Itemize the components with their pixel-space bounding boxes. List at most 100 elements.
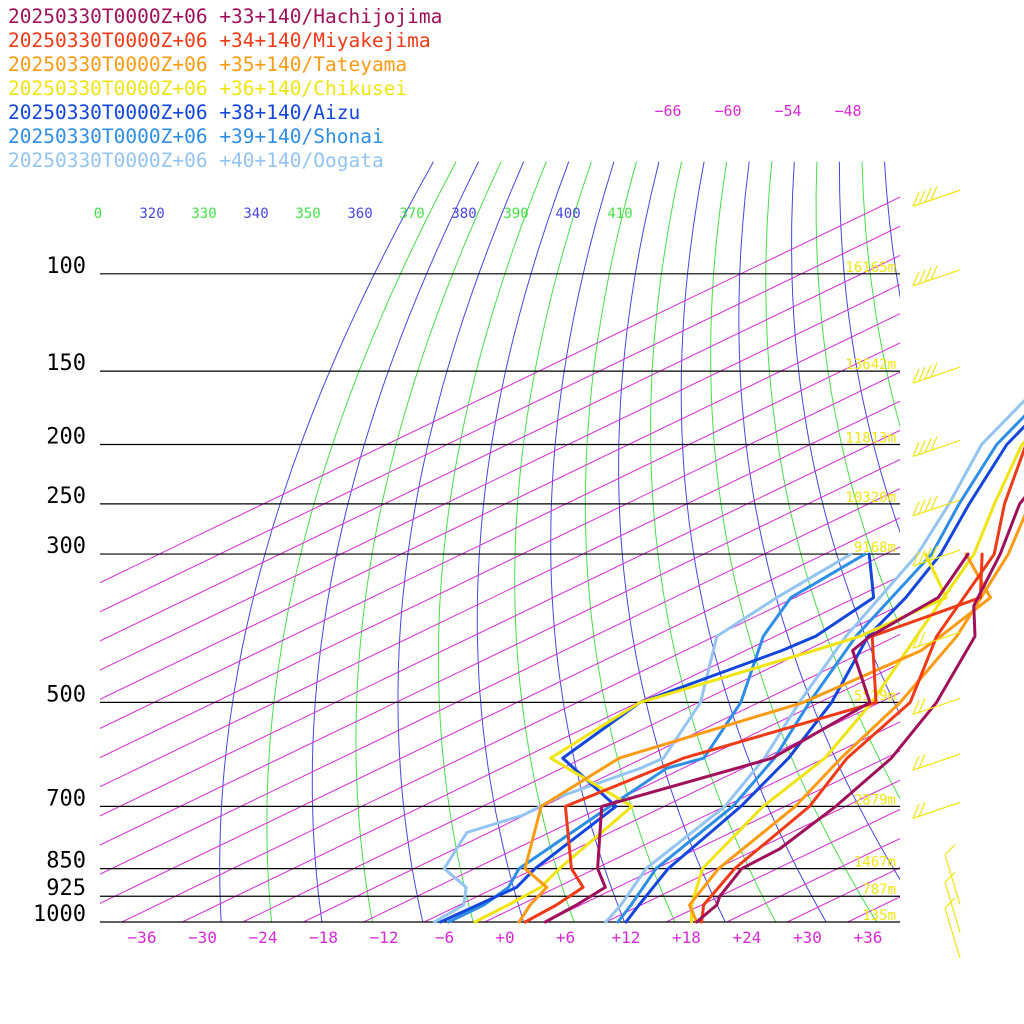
wind-barb-feather	[912, 755, 920, 771]
wind-barb-feather	[918, 440, 926, 455]
wind-barb-feather	[912, 192, 920, 207]
wind-barb-staff	[912, 499, 961, 517]
wind-barb-feather	[924, 497, 932, 513]
wind-barb-feather	[918, 698, 926, 713]
isotherm-line	[100, 225, 900, 613]
wind-barb	[944, 871, 961, 933]
temperature-tick-label: −36	[128, 928, 157, 947]
legend-entry: 20250330T0000Z+06 +34+140/Miyakejima	[8, 29, 431, 52]
pressure-tick-label: 925	[46, 876, 86, 901]
wind-barb-feather	[912, 633, 920, 649]
moist-adiabat-line	[680, 161, 827, 922]
isotherm-line	[484, 721, 900, 922]
series-temperature-line	[624, 424, 1024, 924]
wind-barb-staff	[944, 854, 961, 905]
series-temperature-line	[695, 496, 1024, 924]
isotherm-label: −54	[774, 102, 801, 120]
wind-barb-flag	[944, 871, 956, 883]
wind-barb-feather	[918, 802, 926, 817]
series-temperature-line	[604, 398, 1024, 924]
pressure-tick-label: 150	[46, 351, 86, 376]
dry-adiabat-line	[997, 162, 1024, 922]
wind-barb-feather	[912, 368, 920, 384]
wind-barb	[912, 631, 961, 649]
series-temperature-line	[700, 445, 1024, 924]
isotherm-line	[100, 313, 900, 700]
isotherm-line	[666, 808, 900, 922]
temperature-tick-label: +6	[556, 928, 575, 947]
theta-label: 390	[503, 206, 528, 222]
moist-adiabat-line	[476, 161, 570, 922]
legend-entry: 20250330T0000Z+06 +39+140/Shonai	[8, 125, 384, 148]
isotherm-line	[100, 371, 900, 759]
height-label: 10320m	[845, 490, 896, 506]
isotherm-line	[242, 604, 900, 922]
wind-barb-feather	[912, 700, 920, 715]
legend-entry: 20250330T0000Z+06 +40+140/Oogata	[8, 149, 384, 172]
isotherm-line	[100, 429, 900, 817]
temperature-tick-label: −6	[435, 928, 454, 947]
height-label: 11813m	[845, 430, 896, 446]
wind-barb	[944, 844, 961, 905]
wind-barb-feather	[918, 499, 926, 515]
wind-barb	[912, 545, 961, 567]
profiles	[432, 398, 1024, 924]
temperature-tick-label: +30	[793, 928, 822, 947]
pressure-tick-label: 850	[46, 849, 86, 874]
height-label: 135m	[862, 908, 896, 924]
height-label: 16165m	[845, 260, 896, 276]
moist-adiabat-line	[618, 161, 726, 922]
moist-adiabat-line	[791, 161, 900, 716]
pressure-tick-label: 250	[46, 484, 86, 509]
wind-barb	[944, 897, 961, 959]
dry-adiabat-line	[765, 161, 900, 800]
legend-entry: 20250330T0000Z+06 +38+140/Aizu	[8, 101, 361, 124]
series-dewpoint-line	[517, 552, 992, 924]
isotherm-line	[182, 575, 900, 922]
series-dewpoint-line	[473, 552, 948, 924]
dry-adiabat-line	[355, 161, 502, 922]
moist-adiabat-line	[975, 162, 1024, 922]
series-dewpoint-line	[543, 552, 970, 924]
theta-label: 360	[347, 206, 372, 222]
temperature-tick-label: +18	[672, 928, 701, 947]
pressure-tick-label: 1000	[33, 902, 86, 927]
height-label: 9168m	[854, 540, 896, 556]
wind-barb-feather	[918, 269, 926, 285]
temperature-tick-label: +36	[854, 928, 883, 947]
dry-adiabat-line	[815, 161, 900, 628]
isotherm-line	[100, 196, 900, 584]
wind-barb-staff	[912, 366, 961, 384]
chart-legend: 20250330T0000Z+06 +33+140/Hachijojima 202…	[8, 5, 442, 173]
temperature-tick-label: −18	[309, 928, 338, 947]
series-dewpoint-line	[439, 552, 876, 924]
moist-adiabat-line	[1020, 162, 1024, 922]
isotherm-line	[303, 633, 900, 922]
dry-adiabat-line	[437, 161, 547, 922]
isotherm-line	[424, 692, 900, 922]
grid-layer	[100, 161, 1024, 922]
dry-adiabats	[266, 161, 1024, 922]
isotherm-label: −48	[834, 102, 861, 120]
wind-barb-staff	[944, 907, 961, 959]
dry-adiabat-line	[266, 161, 457, 922]
theta-label: 330	[191, 206, 216, 222]
theta-label: 370	[399, 206, 424, 222]
isotherm-line	[100, 254, 900, 642]
temperature-axis: −36 −30 −24 −18 −12 −6 +0 +6 +12 +18 +24 +30 +36 −66 −…	[94, 102, 896, 947]
pressure-tick-label: 500	[46, 682, 86, 707]
moist-adiabat-line	[838, 161, 900, 534]
wind-barb-staff	[912, 753, 961, 771]
isotherm-line	[100, 400, 900, 788]
pressure-tick-label: 700	[46, 786, 86, 811]
moist-adiabat-line	[219, 161, 434, 922]
theta-label: 340	[243, 206, 268, 222]
isotherm-line	[100, 488, 900, 875]
series-temperature-line	[616, 414, 1024, 924]
isotherm-line	[363, 663, 900, 922]
wind-barb-staff	[912, 549, 961, 567]
height-label: 2879m	[854, 792, 896, 808]
theta-label: 320	[139, 206, 164, 222]
